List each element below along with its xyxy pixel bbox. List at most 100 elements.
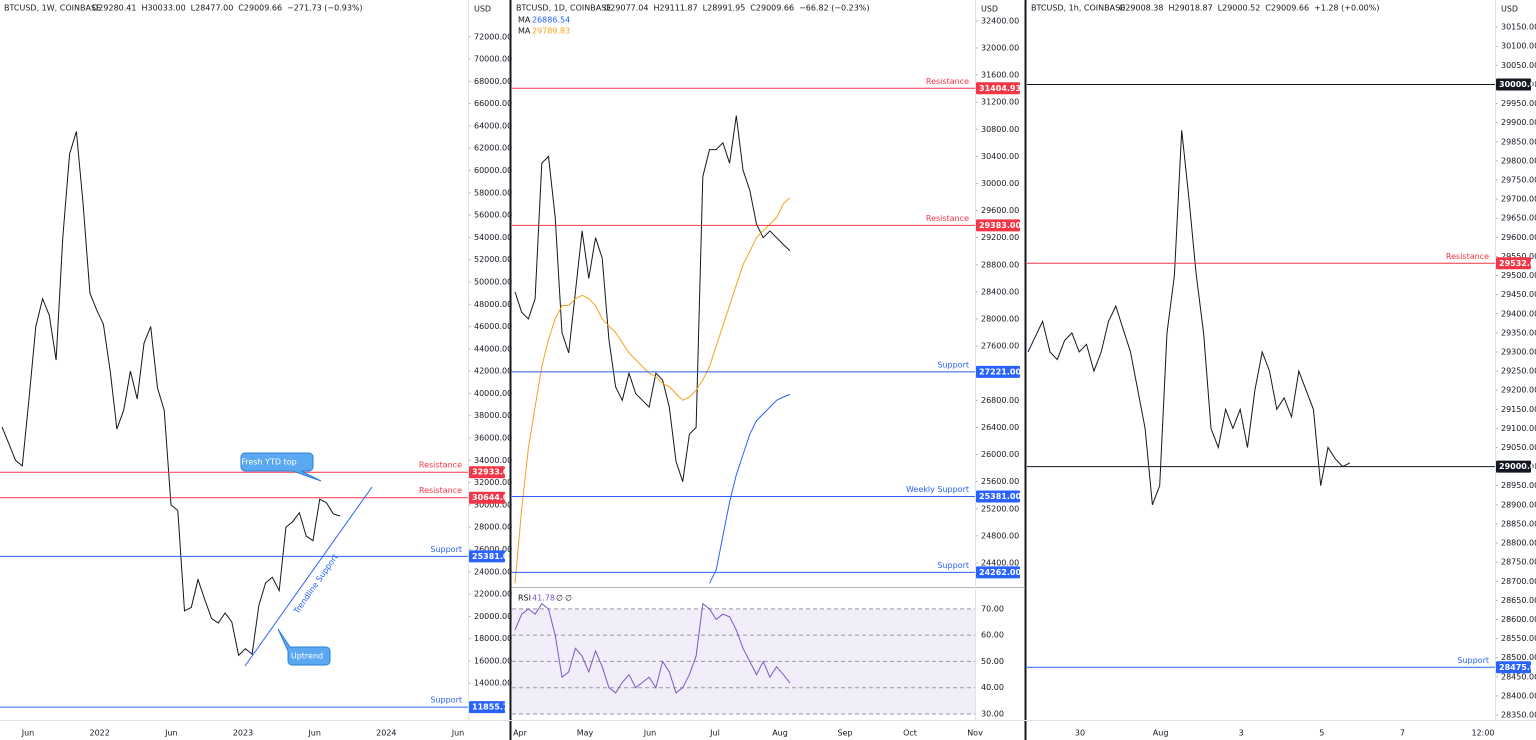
x-tick-label: May <box>577 729 594 738</box>
y-tick-label: 30.00 <box>981 709 1004 718</box>
y-tick-label: 60.00 <box>981 631 1004 640</box>
level-name: Resistance <box>419 461 462 470</box>
price-line <box>514 115 791 482</box>
y-tick-label: 28000.00 <box>981 315 1019 324</box>
y-tick-label: 29950.00 <box>1501 99 1536 108</box>
y-tick-label: 34000.00 <box>474 456 512 465</box>
y-tick-label: 42000.00 <box>474 367 512 376</box>
x-tick-label: Aug <box>1153 729 1169 738</box>
y-tick-label: 70000.00 <box>474 55 512 64</box>
y-tick-label: 28800.00 <box>981 260 1019 269</box>
y-tick-label: 40.00 <box>981 683 1004 692</box>
price-tag-label: 31404.93 <box>979 84 1021 93</box>
price-line <box>1 131 341 657</box>
price-tag-label: 25381.05 <box>472 552 514 561</box>
price-tag <box>976 365 1020 378</box>
price-tag <box>469 466 505 479</box>
y-tick-label: 32000.00 <box>981 43 1019 52</box>
rsi-extra: ∅ <box>565 594 572 603</box>
price-tag-label: 24262.00 <box>979 568 1021 577</box>
y-tick-label: 36000.00 <box>474 434 512 443</box>
y-tick-label: 31600.00 <box>981 71 1019 80</box>
x-tick-label: 2024 <box>376 729 396 738</box>
y-tick-label: 29100.00 <box>1501 424 1536 433</box>
price-tag-label: 29000.00 <box>1499 462 1536 471</box>
price-tag <box>469 491 505 504</box>
y-tick-label: 26000.00 <box>474 545 512 554</box>
y-tick-label: 32000.00 <box>474 478 512 487</box>
y-tick-label: 30050.00 <box>1501 61 1536 70</box>
y-tick-label: 28950.00 <box>1501 481 1536 490</box>
x-tick-label: 3 <box>1239 729 1244 738</box>
y-tick-label: 26000.00 <box>981 450 1019 459</box>
y-tick-label: 29450.00 <box>1501 290 1536 299</box>
price-tag <box>1496 661 1531 674</box>
ohlc-value: L28477.00 <box>191 4 234 13</box>
y-tick-label: 58000.00 <box>474 188 512 197</box>
y-tick-label: 30000.00 <box>474 500 512 509</box>
y-tick-label: 29050.00 <box>1501 443 1536 452</box>
level-name: Support <box>430 696 462 705</box>
symbol: BTCUSD, 1D, COINBASE <box>516 4 611 13</box>
price-tag-label: 11855.73 <box>472 703 514 712</box>
y-tick-label: 48000.00 <box>474 300 512 309</box>
price-tag <box>976 219 1020 232</box>
ohlc-value: H30033.00 <box>141 4 185 13</box>
x-tick-label: Jul <box>709 729 720 738</box>
y-tick-label: 29150.00 <box>1501 405 1536 414</box>
y-tick-label: 29800.00 <box>1501 156 1536 165</box>
y-tick-label: 16000.00 <box>474 656 512 665</box>
y-tick-label: 29600.00 <box>1501 233 1536 242</box>
y-tick-label: 30800.00 <box>981 125 1019 134</box>
price-line <box>1027 130 1351 505</box>
y-tick-label: 20000.00 <box>474 612 512 621</box>
legend-value: 26886.54 <box>532 16 570 25</box>
ohlc-value: +1.28 (+0.00%) <box>1314 4 1379 13</box>
y-tick-label: 40000.00 <box>474 389 512 398</box>
legend-name: MA <box>518 16 531 25</box>
x-tick-label: 5 <box>1319 729 1324 738</box>
x-tick-label: Jun <box>21 729 35 738</box>
annotation: Uptrend <box>291 652 323 661</box>
ohlc-value: O29280.41 <box>92 4 136 13</box>
x-tick-label: Nov <box>967 729 983 738</box>
y-tick-label: 28500.00 <box>1501 653 1536 662</box>
level-name: Support <box>430 545 462 554</box>
y-tick-label: 28800.00 <box>1501 539 1536 548</box>
price-tag-label: 30644.00 <box>472 493 514 502</box>
ohlc-value: C29009.66 <box>1265 4 1309 13</box>
x-tick-label: 2023 <box>233 729 253 738</box>
x-tick-label: Jun <box>164 729 178 738</box>
y-tick-label: 68000.00 <box>474 77 512 86</box>
y-tick-label: 28900.00 <box>1501 500 1536 509</box>
y-tick-label: 60000.00 <box>474 166 512 175</box>
y-tick-label: 24000.00 <box>474 567 512 576</box>
y-tick-label: 28450.00 <box>1501 672 1536 681</box>
y-tick-label: 28650.00 <box>1501 596 1536 605</box>
y-tick-label: 72000.00 <box>474 32 512 41</box>
callout <box>240 452 322 482</box>
x-tick-label: Jun <box>643 729 657 738</box>
ohlc-value: O29077.04 <box>604 4 648 13</box>
price-tag <box>1496 460 1531 473</box>
rsi-line <box>514 602 791 694</box>
y-tick-label: 31200.00 <box>981 98 1019 107</box>
price-tag-label: 32933.00 <box>472 468 514 477</box>
price-tag <box>976 566 1020 579</box>
x-tick-label: 30 <box>1075 729 1085 738</box>
y-tick-label: 28750.00 <box>1501 558 1536 567</box>
y-tick-label: 32400.00 <box>981 16 1019 25</box>
y-tick-label: 28850.00 <box>1501 519 1536 528</box>
y-tick-label: 38000.00 <box>474 411 512 420</box>
y-tick-label: 29200.00 <box>1501 386 1536 395</box>
y-tick-label: 52000.00 <box>474 255 512 264</box>
price-line <box>514 197 791 584</box>
y-tick-label: 26400.00 <box>981 423 1019 432</box>
callout <box>277 628 331 666</box>
ohlc-value: H29111.87 <box>653 4 697 13</box>
y-tick-label: 28700.00 <box>1501 577 1536 586</box>
y-tick-label: 29700.00 <box>1501 195 1536 204</box>
y-tick-label: 28550.00 <box>1501 634 1536 643</box>
price-line <box>709 393 791 584</box>
annotation: Fresh YTD top <box>241 458 296 467</box>
